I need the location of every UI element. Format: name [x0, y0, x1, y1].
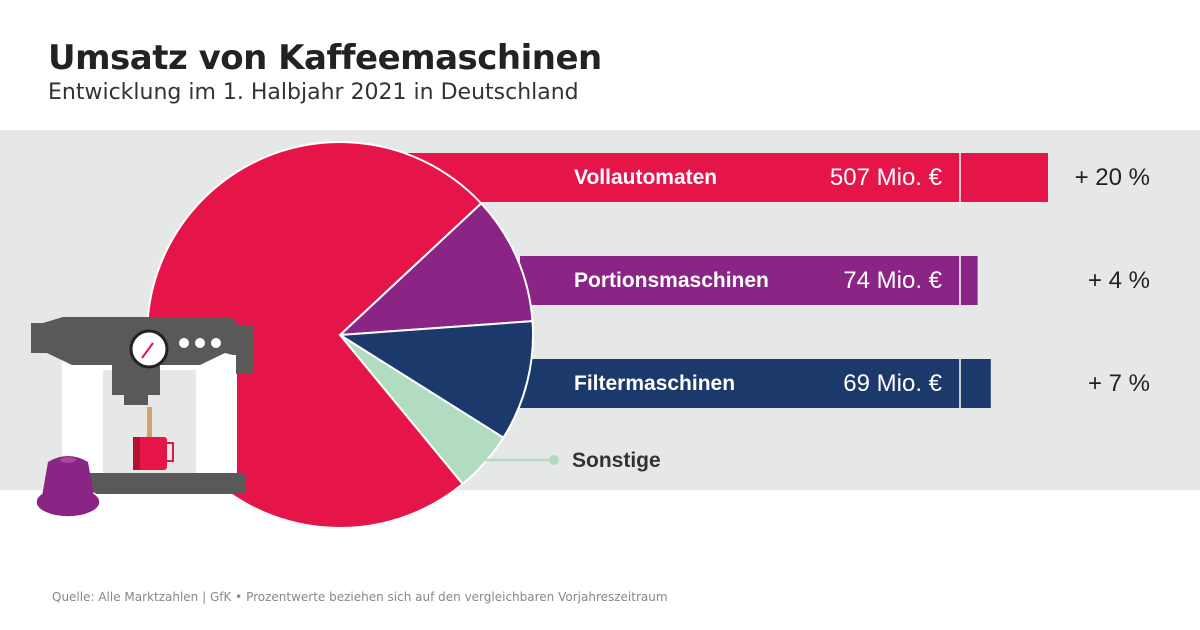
source-footer: Quelle: Alle Marktzahlen | GfK • Prozent…	[52, 590, 668, 604]
page-subtitle: Entwicklung im 1. Halbjahr 2021 in Deuts…	[48, 80, 579, 105]
value-label: 69 Mio. €	[843, 370, 942, 397]
change-label: + 7 %	[1088, 370, 1150, 397]
value-label: 74 Mio. €	[843, 267, 942, 294]
bar-label: Portionsmaschinen	[574, 269, 769, 292]
bar-vollautomaten	[400, 153, 1048, 202]
bar-label: Vollautomaten	[574, 166, 717, 189]
page-title: Umsatz von Kaffeemaschinen	[48, 38, 602, 78]
value-label: 507 Mio. €	[830, 164, 943, 191]
bar-filtermaschinen	[520, 359, 991, 408]
pie-slice-filtermaschinen	[336, 320, 534, 440]
bar-label: Filtermaschinen	[574, 372, 735, 395]
sonstige-label: Sonstige	[572, 449, 661, 472]
change-label: + 20 %	[1075, 164, 1150, 191]
coffee-machine-illustration	[31, 317, 254, 518]
bar-portionsmaschinen	[520, 256, 978, 305]
pie-slice-portionsmaschinen	[337, 201, 534, 337]
sonstige-leader-dot	[549, 455, 559, 465]
change-label: + 4 %	[1088, 267, 1150, 294]
